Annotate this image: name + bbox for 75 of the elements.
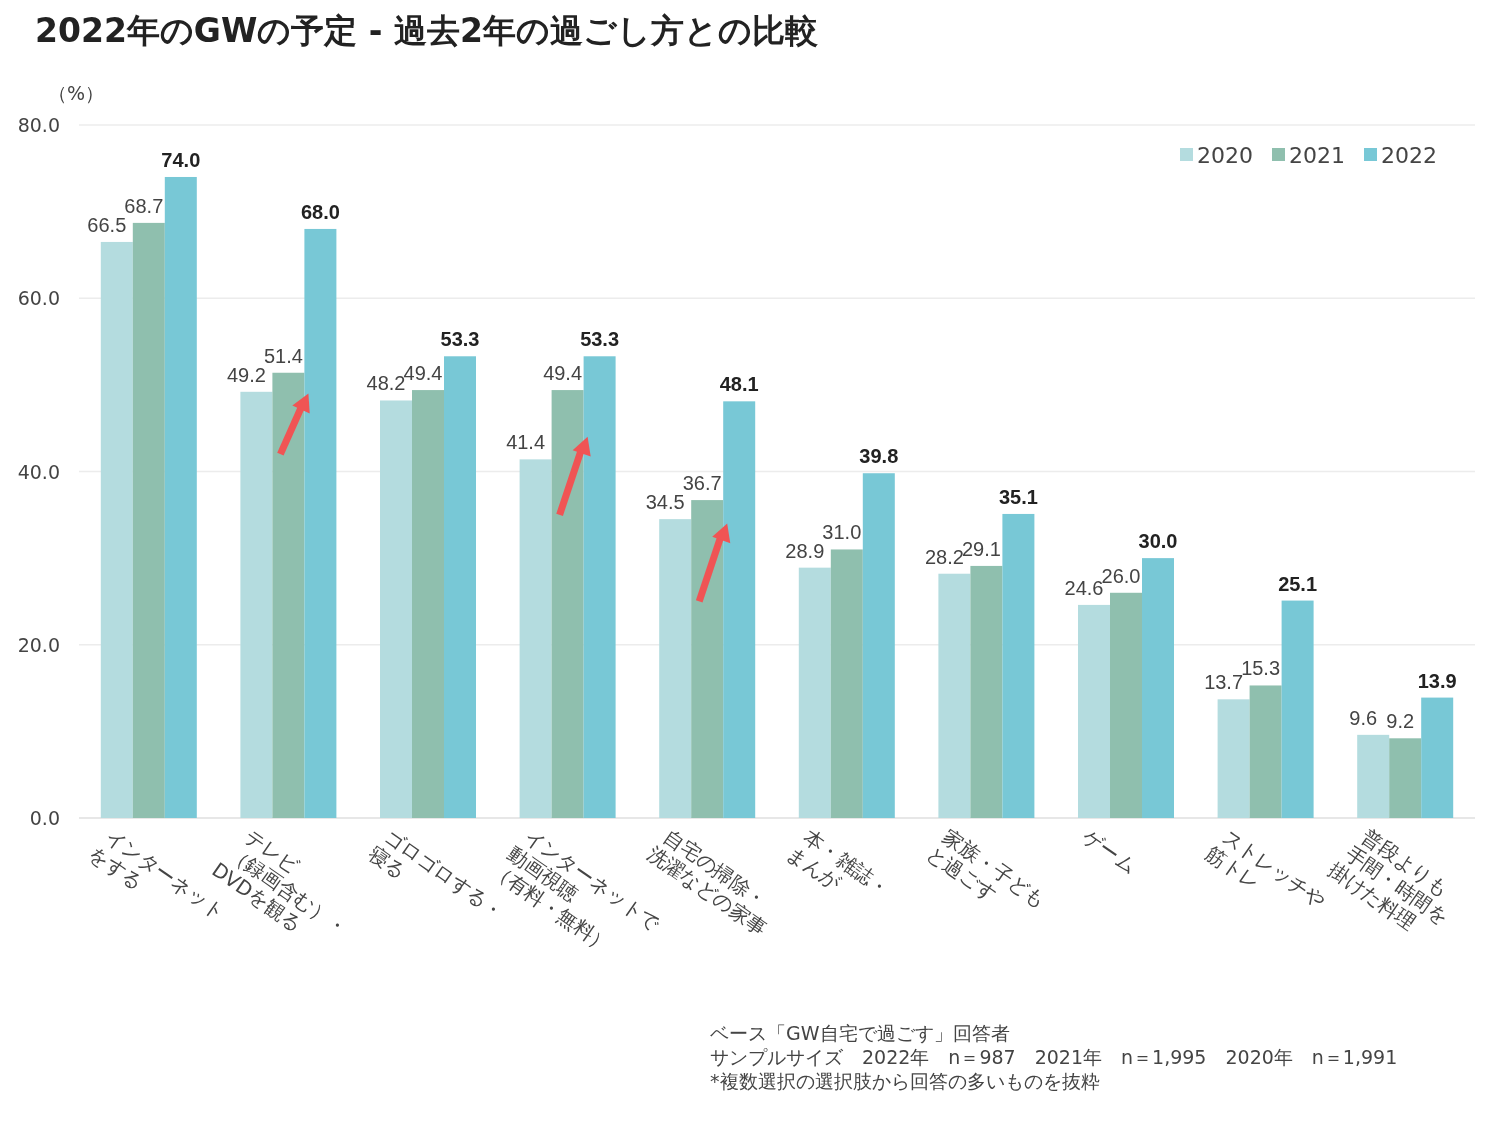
data-label: 35.1	[998, 485, 1038, 508]
bar	[240, 391, 273, 818]
bar	[1421, 697, 1454, 818]
data-label: 41.4	[506, 431, 546, 454]
data-label: 68.0	[300, 200, 340, 223]
data-label: 24.6	[1064, 576, 1104, 599]
y-axis-title: （%）	[48, 82, 105, 104]
bar	[862, 473, 895, 818]
data-label: 53.3	[580, 328, 620, 351]
data-label: 48.1	[719, 373, 759, 396]
bar	[723, 401, 756, 818]
data-label: 9.2	[1386, 710, 1415, 733]
x-tick-label: 家族・子ども と過ごす	[922, 824, 1051, 913]
bar	[583, 356, 616, 818]
data-label: 53.3	[440, 328, 480, 351]
data-label: 39.8	[859, 445, 899, 468]
data-label: 34.5	[645, 491, 685, 514]
bar	[304, 228, 337, 818]
data-label: 25.1	[1278, 572, 1318, 595]
bar	[1249, 685, 1282, 818]
x-tick-label: 本・雑誌・ まんが	[782, 824, 895, 902]
data-label: 13.7	[1204, 671, 1244, 694]
legend-label: 2021	[1289, 143, 1345, 168]
data-label: 9.6	[1349, 706, 1378, 729]
chart-title: 2022年のGWの予定 - 過去2年の過ごし方との比較	[35, 11, 818, 50]
data-label: 13.9	[1417, 669, 1457, 692]
bar	[1002, 513, 1035, 818]
y-tick-label: 40.0	[17, 460, 60, 483]
bar	[798, 567, 831, 818]
bar	[659, 519, 692, 818]
legend-label: 2020	[1197, 143, 1253, 168]
bar	[100, 241, 133, 818]
bar	[1389, 738, 1422, 818]
data-label: 74.0	[161, 148, 201, 171]
x-tick-label: 普段よりも 手間・時間を 掛けた料理	[1324, 824, 1454, 935]
bar	[938, 573, 971, 818]
data-label: 49.4	[403, 362, 443, 385]
data-label: 15.3	[1241, 657, 1281, 680]
bar	[1281, 600, 1314, 818]
data-label: 49.4	[543, 362, 583, 385]
bar	[412, 390, 444, 818]
bar	[1078, 604, 1110, 818]
bar	[970, 565, 1003, 818]
bar	[1142, 558, 1174, 818]
bar	[691, 500, 724, 818]
data-label: 51.4	[263, 344, 303, 367]
data-label: 31.0	[822, 521, 862, 544]
y-tick-label: 0.0	[29, 807, 60, 829]
text: ベース「GW自宅で過ごす」回答者	[710, 1022, 1010, 1044]
bar	[1110, 592, 1142, 818]
data-label: 68.7	[124, 194, 164, 217]
bar	[132, 222, 165, 818]
bar	[1357, 734, 1390, 818]
bar	[830, 549, 863, 818]
bar	[444, 356, 476, 818]
bar	[1217, 699, 1250, 818]
bar	[380, 400, 412, 818]
bar	[551, 390, 584, 818]
legend-label: 2022	[1381, 143, 1437, 168]
bar	[272, 372, 305, 818]
data-label: 28.9	[785, 539, 825, 562]
data-label: 36.7	[682, 472, 722, 495]
bar	[164, 176, 197, 818]
x-tick-label: ゲーム	[1078, 824, 1142, 879]
data-label: 26.0	[1101, 564, 1141, 587]
text: *複数選択の選択肢から回答の多いものを抜粋	[710, 1070, 1100, 1092]
y-tick-label: 80.0	[17, 114, 60, 136]
text: サンプルサイズ 2022年 n＝987 2021年 n＝1,995 2020年 n＝1,991	[710, 1046, 1398, 1068]
data-label: 49.2	[226, 363, 266, 386]
data-label: 28.2	[924, 545, 964, 568]
y-tick-label: 60.0	[17, 287, 60, 310]
data-label: 30.0	[1138, 530, 1178, 553]
data-label: 66.5	[87, 213, 127, 236]
bar	[519, 459, 552, 818]
y-tick-label: 20.0	[17, 633, 60, 656]
